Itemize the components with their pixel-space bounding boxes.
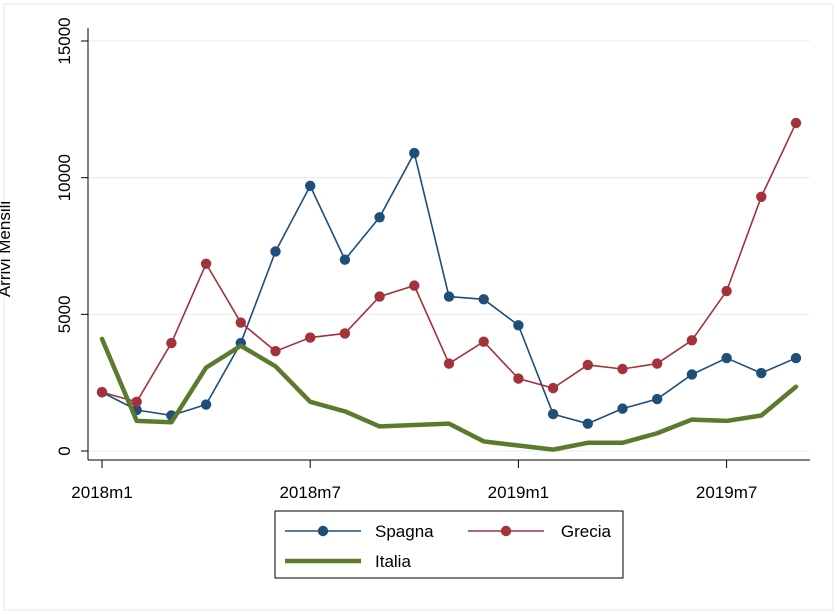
data-point-spagna [513,320,524,331]
data-point-grecia [96,387,108,398]
legend-label-grecia: Grecia [561,522,612,541]
data-point-spagna [547,408,559,420]
series-italia [99,336,799,452]
x-tick-label: 2018m1 [71,483,132,502]
y-tick-label: 10000 [55,154,74,201]
data-point-spagna [374,212,385,223]
x-axis: 2018m1 2018m7 2019m1 2019m7 [71,459,810,502]
data-point-grecia [409,280,420,291]
series-layer [96,117,802,452]
data-point-spagna [652,393,663,405]
data-point-spagna [756,367,767,379]
y-tick-label: 5000 [55,295,74,333]
y-axis: 0 5000 10000 15000 [55,17,89,460]
data-point-grecia [652,358,663,369]
data-point-grecia [721,285,732,297]
data-point-grecia [235,317,246,328]
legend-box [274,510,624,579]
plot-background [88,28,810,460]
y-tick-label: 0 [55,446,74,455]
data-point-grecia [200,258,212,269]
data-point-spagna [443,291,455,302]
data-point-spagna [478,294,489,305]
data-point-grecia [582,359,593,371]
data-point-spagna [617,403,628,414]
data-point-grecia [443,358,455,369]
series-spagna [96,147,802,429]
data-point-spagna [721,352,732,364]
legend-marker-spagna [317,525,329,537]
data-point-spagna [790,352,802,364]
data-point-grecia [270,346,281,357]
data-point-spagna [686,369,698,380]
x-tick-label: 2019m1 [488,483,549,502]
data-point-grecia [686,335,698,346]
data-point-spagna [200,399,212,410]
y-tick-label: 15000 [55,17,74,64]
legend: Spagna Grecia Italia [274,510,624,579]
series-line-italia [99,336,799,452]
data-point-grecia [305,332,316,343]
data-point-grecia [547,382,559,394]
x-tick-label: 2018m7 [279,483,340,502]
data-point-grecia [478,336,489,347]
data-point-grecia [339,328,351,339]
data-point-spagna [339,254,351,265]
data-point-grecia [617,363,628,375]
legend-marker-grecia [500,525,512,537]
legend-label-spagna: Spagna [375,522,434,541]
data-point-grecia [374,291,385,302]
series-grecia [96,117,802,407]
data-point-spagna [582,418,593,429]
data-point-grecia [513,373,524,384]
x-tick-label: 2019m7 [696,483,757,502]
gridlines [88,40,810,452]
data-point-spagna [270,246,281,257]
data-point-spagna [409,147,420,159]
y-axis-title: Arrivi Mensili [0,201,14,297]
data-point-grecia [166,337,177,349]
legend-label-italia: Italia [375,552,411,571]
data-point-spagna [305,180,316,192]
data-point-grecia [756,191,767,202]
data-point-grecia [790,117,802,129]
data-point-grecia [131,396,142,407]
